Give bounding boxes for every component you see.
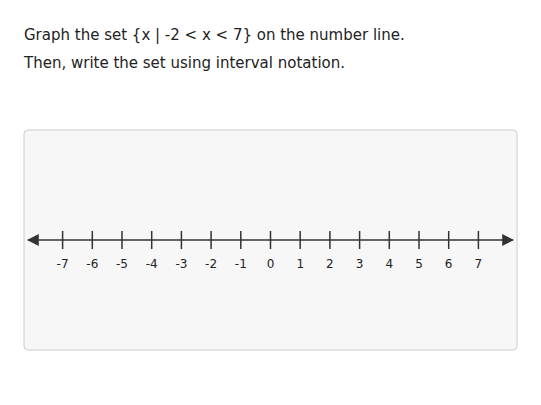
tick-label: -4	[146, 257, 158, 271]
tick-label: 4	[385, 257, 393, 271]
title: Graph the set {x | -2 < x < 7} on the nu…	[24, 26, 405, 44]
page: {"chart_data": {"type": "number_line", "…	[0, 0, 541, 405]
tick-label: 6	[445, 257, 453, 271]
tick-label: 2	[326, 257, 334, 271]
tick-label: 1	[296, 257, 304, 271]
tick-label: -7	[57, 257, 69, 271]
subtitle: Then, write the set using interval notat…	[23, 54, 345, 72]
tick-label: 0	[267, 257, 275, 271]
tick-mark	[389, 231, 391, 249]
tick-label: 7	[475, 257, 483, 271]
tick-label: -5	[116, 257, 128, 271]
tick-mark	[448, 231, 450, 249]
tick-label: 5	[415, 257, 423, 271]
tick-mark	[92, 231, 94, 249]
tick-label: -2	[205, 257, 217, 271]
chart-container: Graph the set {x | -2 < x < 7} on the nu…	[0, 0, 541, 405]
tick-label: -1	[235, 257, 247, 271]
tick-mark	[359, 231, 361, 249]
tick-label: -3	[175, 257, 187, 271]
tick-mark	[418, 231, 420, 249]
tick-mark	[210, 231, 212, 249]
tick-mark	[181, 231, 183, 249]
tick-mark	[299, 231, 301, 249]
tick-mark	[62, 231, 64, 249]
chart-svg: Graph the set {x | -2 < x < 7} on the nu…	[0, 0, 541, 405]
tick-mark	[240, 231, 242, 249]
tick-mark	[478, 231, 480, 249]
ticks: -7 -6 -5 -4 -3 -2 -1 0 1 2 3 4 5 6 7	[57, 231, 483, 271]
tick-mark	[151, 231, 153, 249]
tick-label: 3	[356, 257, 364, 271]
plot-frame	[24, 130, 517, 350]
tick-mark	[270, 231, 272, 249]
tick-label: -6	[86, 257, 98, 271]
tick-mark	[121, 231, 123, 249]
tick-mark	[329, 231, 331, 249]
